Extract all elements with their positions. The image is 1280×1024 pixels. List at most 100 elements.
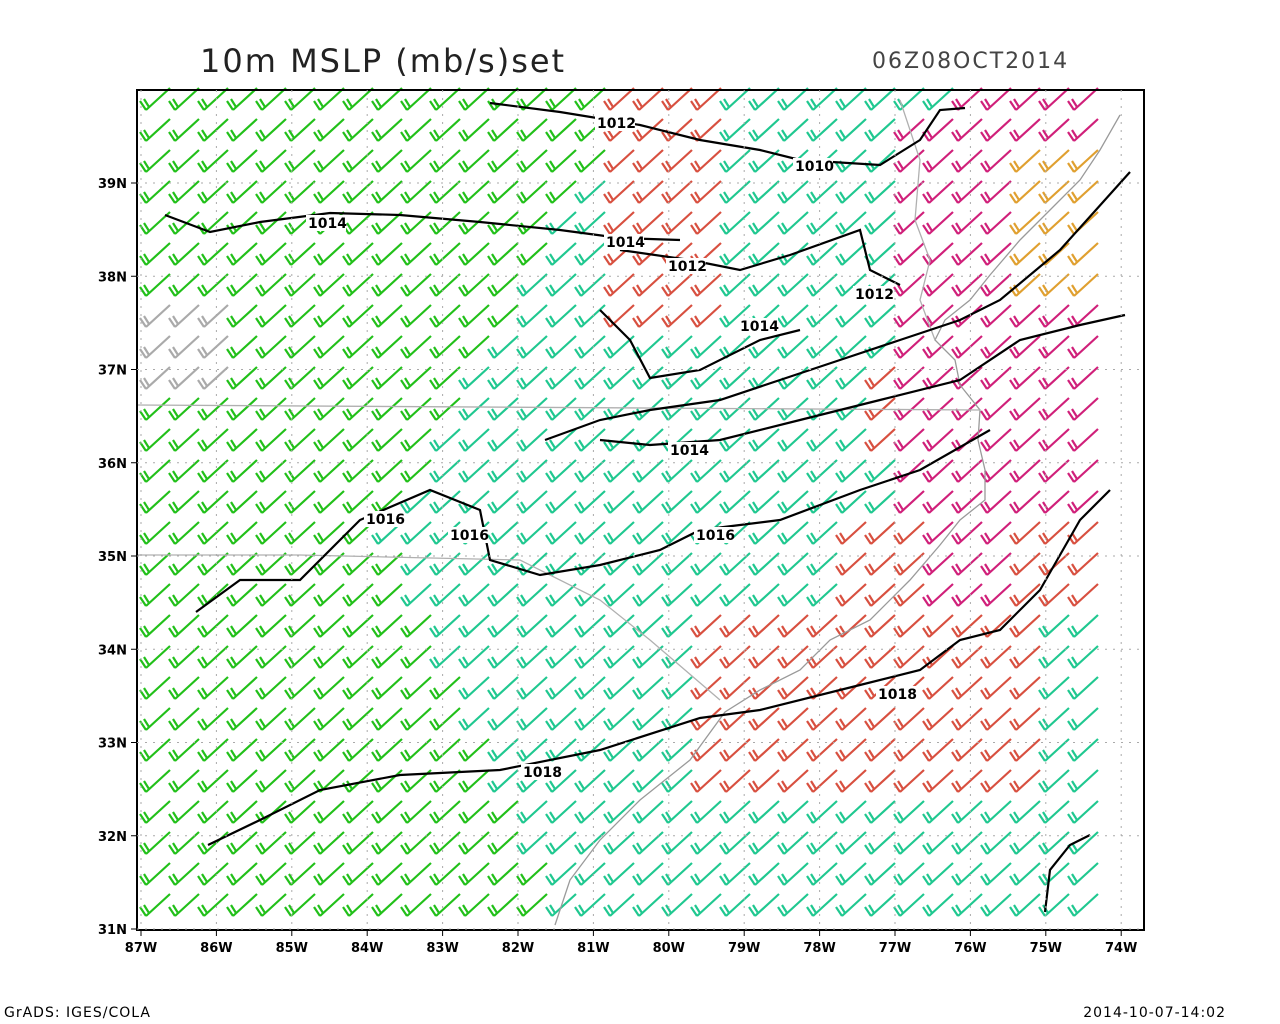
wind-barb	[922, 304, 954, 328]
wind-barb	[458, 211, 490, 235]
lon-label: 84W	[351, 941, 383, 956]
wind-barb	[806, 459, 838, 483]
contour-label-bg	[364, 511, 404, 527]
wind-barb	[893, 304, 925, 328]
wind-barb	[458, 893, 490, 917]
wind-barb	[487, 459, 519, 483]
wind-barb	[284, 490, 316, 514]
wind-barb	[1009, 304, 1041, 328]
wind-barb	[1038, 800, 1070, 824]
wind-barb	[139, 490, 171, 514]
wind-barb	[777, 459, 809, 483]
wind-barb	[168, 893, 200, 917]
wind-barb	[545, 397, 577, 421]
wind-barb	[139, 521, 171, 545]
wind-barb	[516, 676, 548, 700]
wind-barb	[545, 180, 577, 204]
wind-barb	[690, 118, 722, 142]
labels: 87W 86W 85W 84W 83W 82W 81W 80W 79W 78W 77W 76W 75W 7…	[98, 90, 1144, 956]
wind-barb	[806, 707, 838, 731]
wind-barb	[255, 521, 287, 545]
wind-barb	[661, 800, 693, 824]
wind-barb	[284, 769, 316, 793]
contour-label: 1018	[878, 687, 917, 703]
wind-barb	[632, 862, 664, 886]
wind-barb	[835, 304, 867, 328]
wind-barb	[632, 304, 664, 328]
wind-barb	[603, 800, 635, 824]
wind-barb	[661, 149, 693, 173]
wind-barb	[545, 645, 577, 669]
wind-barb	[980, 490, 1012, 514]
wind-barb	[371, 397, 403, 421]
wind-barb	[1067, 180, 1099, 204]
wind-barb	[545, 428, 577, 452]
wind-barb	[429, 366, 461, 390]
wind-barb	[661, 893, 693, 917]
wind-barb	[284, 707, 316, 731]
wind-barb	[139, 831, 171, 855]
wind-barb	[864, 428, 896, 452]
wind-barb	[197, 645, 229, 669]
wind-barb	[719, 304, 751, 328]
lon-label: 78W	[803, 941, 835, 956]
wind-barb	[748, 490, 780, 514]
wind-barb	[342, 428, 374, 452]
wind-barb	[342, 118, 374, 142]
wind-barb	[545, 366, 577, 390]
wind-barb	[197, 335, 229, 359]
wind-barb	[690, 149, 722, 173]
wind-barb	[632, 521, 664, 545]
wind-barb	[574, 614, 606, 638]
wind-barb	[400, 242, 432, 266]
wind-barb	[284, 676, 316, 700]
wind-barb	[168, 490, 200, 514]
wind-barb	[371, 707, 403, 731]
wind-barb	[951, 87, 983, 111]
wind-barb	[516, 490, 548, 514]
wind-barb	[255, 893, 287, 917]
wind-barb	[1038, 273, 1070, 297]
wind-barb	[226, 831, 258, 855]
wind-barb	[777, 769, 809, 793]
wind-barb	[371, 459, 403, 483]
wind-barb	[661, 831, 693, 855]
wind-barb	[429, 769, 461, 793]
wind-barb	[661, 304, 693, 328]
lon-label: 80W	[653, 941, 685, 956]
wind-barb	[400, 614, 432, 638]
wind-barb	[139, 242, 171, 266]
wind-barb	[516, 335, 548, 359]
wind-barb	[864, 180, 896, 204]
wind-barb	[864, 490, 896, 514]
wind-barb	[342, 800, 374, 824]
wind-barb	[893, 552, 925, 576]
wind-barb	[835, 242, 867, 266]
wind-barb	[835, 738, 867, 762]
wind-barb	[980, 118, 1012, 142]
wind-barb	[429, 149, 461, 173]
wind-barb	[980, 428, 1012, 452]
wind-barb	[313, 831, 345, 855]
wind-barb	[603, 614, 635, 638]
wind-barb	[574, 335, 606, 359]
wind-barb	[342, 614, 374, 638]
wind-barb	[748, 707, 780, 731]
wind-barb	[922, 87, 954, 111]
wind-barb	[226, 273, 258, 297]
wind-barb	[893, 521, 925, 545]
wind-barb	[516, 459, 548, 483]
wind-barb	[371, 180, 403, 204]
wind-barb	[1009, 831, 1041, 855]
wind-barb	[951, 273, 983, 297]
wind-barb	[429, 428, 461, 452]
wind-barb	[342, 490, 374, 514]
footer-right: 2014-10-07-14:02	[1083, 1005, 1226, 1021]
wind-barb	[719, 583, 751, 607]
wind-barb	[893, 366, 925, 390]
wind-barb	[429, 335, 461, 359]
wind-barb	[400, 893, 432, 917]
wind-barb	[342, 87, 374, 111]
wind-barb	[1038, 149, 1070, 173]
wind-barb	[632, 893, 664, 917]
